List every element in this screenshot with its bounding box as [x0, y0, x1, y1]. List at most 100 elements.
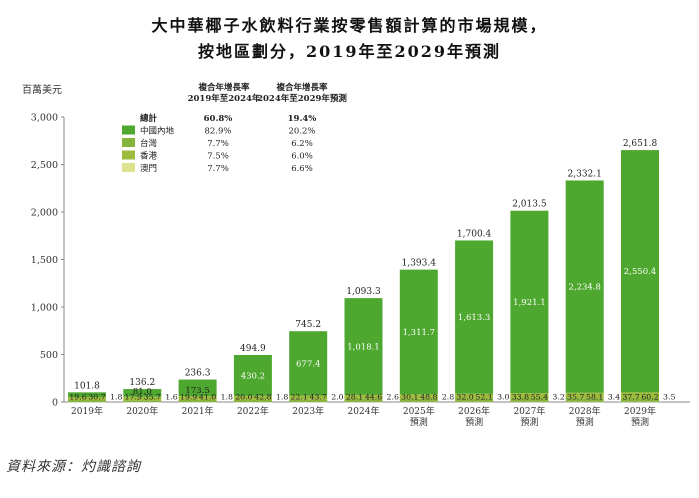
bar-segment	[455, 393, 494, 399]
data-label-mainland: 1,311.7	[403, 328, 435, 338]
x-tick-label: 2029年	[624, 405, 656, 417]
total-label: 1,700.4	[457, 229, 492, 239]
data-label-taiwan: 32.0	[456, 393, 473, 402]
legend-cagr-2019-2024: 7.7%	[207, 164, 229, 174]
total-label: 745.2	[295, 320, 321, 330]
data-label-macau: 3.5	[663, 393, 675, 402]
data-label-macau: 2.0	[331, 393, 343, 402]
legend-swatch	[122, 125, 135, 135]
x-tick-label: 2024年	[348, 405, 380, 417]
data-label-macau: 1.8	[276, 393, 288, 402]
legend-cagr-2024-2029: 6.2%	[291, 139, 313, 149]
data-label-macau: 2.6	[387, 393, 399, 402]
bar-segment	[178, 396, 217, 400]
bar-segment	[233, 399, 272, 402]
bar-segment	[178, 401, 217, 403]
bar-segment	[123, 401, 162, 403]
x-tick-label: 預測	[410, 416, 428, 428]
legend-label: 台灣	[140, 138, 158, 149]
legend-label: 澳門	[140, 163, 157, 174]
bar-segment	[455, 240, 494, 394]
total-label: 2,651.8	[623, 139, 658, 149]
data-label-taiwan: 33.8	[512, 393, 529, 402]
bar-segment	[68, 399, 106, 402]
bar-segment	[510, 393, 549, 399]
total-label: 2,332.1	[568, 169, 602, 179]
legend-cagr-2019-2024: 60.8%	[204, 114, 233, 124]
bar-segment	[565, 401, 604, 403]
data-label-mainland: 430.2	[241, 371, 265, 381]
bar-segment	[399, 269, 438, 395]
bar-segment	[621, 392, 659, 399]
data-label-taiwan: 19.9	[180, 393, 197, 402]
legend-header-col2: 2024年至2029年預測	[257, 93, 347, 104]
bar-segment	[565, 398, 604, 402]
data-label-mainland: 173.5	[185, 386, 209, 396]
data-label-hongkong: 52.1	[475, 393, 492, 402]
data-label-hongkong: 44.6	[365, 393, 382, 402]
chart-title-line2: 按地區劃分，2019年至2029年預測	[197, 42, 502, 61]
x-tick-label: 預測	[576, 416, 594, 428]
data-label-hongkong: 48.8	[420, 393, 437, 402]
legend-cagr-2024-2029: 6.6%	[291, 164, 313, 174]
x-tick-label: 2028年	[569, 405, 601, 417]
bar-segment	[621, 401, 659, 403]
data-label-hongkong: 55.4	[531, 393, 548, 402]
bar-segment	[68, 392, 106, 398]
bar-segment	[455, 401, 494, 403]
data-label-taiwan: 37.7	[622, 393, 639, 402]
legend-swatch	[122, 163, 135, 172]
data-label-hongkong: 42.8	[254, 393, 271, 402]
bar-segment	[289, 395, 328, 400]
total-label: 236.3	[185, 369, 211, 379]
total-label: 1,393.4	[402, 259, 437, 269]
legend-header-col1: 複合年增長率	[197, 82, 250, 93]
source-note: 資料來源：灼識諮詢	[6, 459, 141, 475]
y-tick-label: 1,500	[31, 255, 58, 266]
x-tick-label: 2025年	[403, 405, 435, 417]
bar-segment	[178, 379, 217, 397]
data-label-mainland: 677.4	[296, 359, 320, 369]
bar-segment	[233, 401, 272, 403]
data-label-macau: 1.8	[221, 393, 233, 402]
data-label-hongkong: 41.0	[199, 393, 216, 402]
bar-segment	[399, 398, 438, 402]
x-tick-label: 2020年	[126, 405, 158, 417]
total-label: 101.8	[74, 381, 100, 391]
y-tick-label: 2,500	[31, 160, 58, 171]
bar-segment	[565, 392, 604, 399]
data-label-hongkong: 30.7	[88, 393, 105, 402]
bar-segment	[289, 401, 328, 403]
data-label-mainland: 2,550.4	[624, 267, 656, 277]
bar-segment	[510, 401, 549, 403]
bar-segment	[565, 180, 604, 393]
x-tick-label: 預測	[520, 416, 538, 428]
legend-swatch	[122, 138, 135, 147]
legend-label: 中國內地	[140, 126, 175, 137]
y-tick-label: 2,000	[31, 208, 58, 219]
data-label-mainland: 1,613.3	[458, 313, 490, 323]
bar-segment	[510, 210, 549, 394]
y-tick-label: 3,000	[31, 113, 58, 124]
legend-cagr-2019-2024: 7.5%	[207, 152, 229, 162]
legend-label: 總計	[140, 113, 158, 124]
legend-header-col1: 2019年至2024年	[188, 93, 261, 104]
legend-swatch	[122, 150, 135, 160]
bar-segment	[344, 399, 383, 402]
data-label-mainland: 2,234.8	[568, 283, 600, 293]
data-label-taiwan: 19.6	[69, 393, 86, 402]
bar-segment	[344, 394, 383, 400]
total-label: 494.9	[240, 344, 266, 354]
data-label-taiwan: 20.0	[235, 393, 252, 402]
data-label-taiwan: 30.1	[401, 393, 418, 402]
bar-segment	[455, 398, 494, 402]
data-label-mainland: 81.0	[133, 387, 152, 397]
bar-segment	[68, 401, 106, 403]
bar-segment	[289, 331, 328, 396]
x-tick-label: 預測	[631, 416, 649, 428]
legend-cagr-2019-2024: 82.9%	[204, 127, 231, 137]
data-label-hongkong: 60.2	[641, 393, 658, 402]
data-label-macau: 3.0	[497, 393, 509, 402]
y-tick-label: 0	[52, 398, 58, 409]
bar-segment	[621, 150, 659, 393]
